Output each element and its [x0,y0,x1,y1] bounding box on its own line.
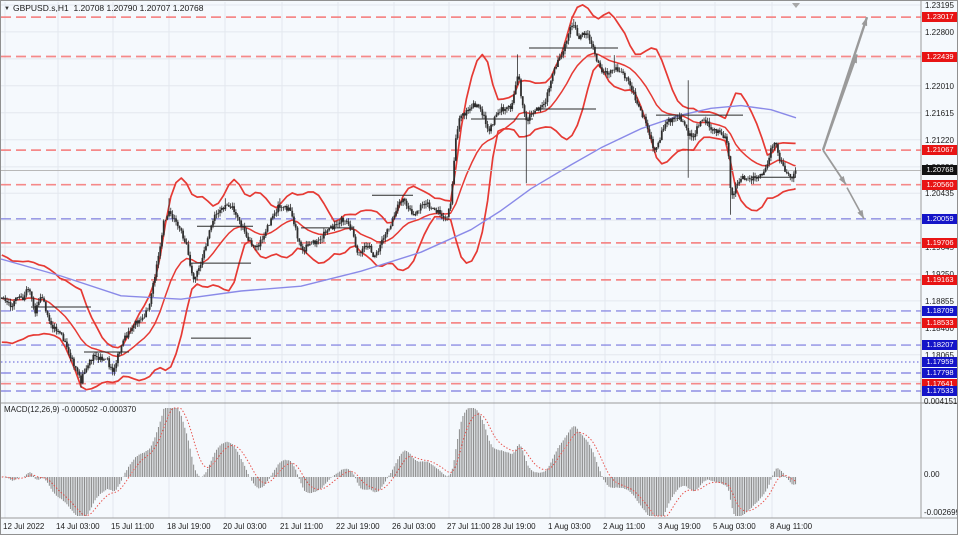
collapse-triangle-icon[interactable]: ▼ [4,6,10,12]
chart-title: ▼ GBPUSD.s,H1 1.20708 1.20790 1.20707 1.2… [4,3,203,13]
time-axis[interactable] [1,518,957,534]
price-axis[interactable] [921,1,957,518]
macd-signal-value: -0.000370 [100,405,137,414]
macd-main-value: -0.000502 [61,405,98,414]
macd-indicator-label: MACD(12,26,9) -0.000502 -0.000370 [4,405,136,414]
ohlc-quote-label: 1.20708 1.20790 1.20707 1.20768 [73,3,204,13]
symbol-period-label: GBPUSD.s,H1 [12,3,69,13]
macd-name: MACD(12,26,9) [4,405,60,414]
